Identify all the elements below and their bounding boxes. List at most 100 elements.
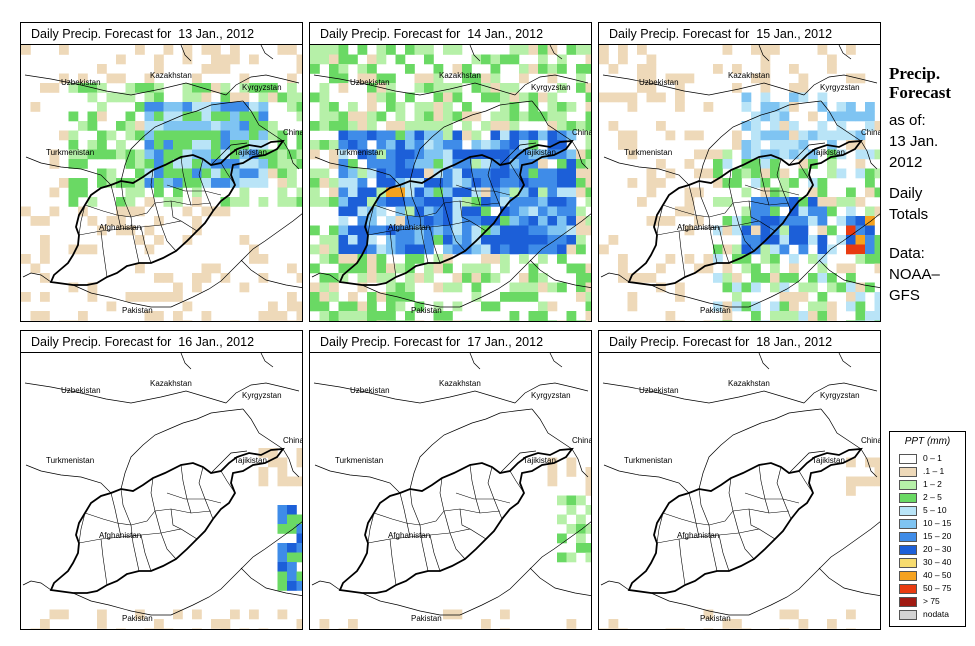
precip-cell xyxy=(154,273,164,283)
precip-cell xyxy=(490,273,501,283)
precip-cell xyxy=(220,273,231,283)
province-border xyxy=(662,204,710,218)
precip-cell xyxy=(538,320,548,321)
precip-cell xyxy=(296,543,302,553)
precip-cell xyxy=(287,178,297,188)
precip-cell xyxy=(471,130,482,141)
precip-cell xyxy=(106,301,117,312)
precip-cell xyxy=(329,197,339,207)
country-label-china: China xyxy=(572,436,592,445)
precip-cell xyxy=(751,149,761,160)
precip-cell xyxy=(182,320,193,321)
precip-cell xyxy=(585,45,591,55)
precip-cell xyxy=(348,178,358,188)
precip-cell xyxy=(618,45,628,55)
province-border xyxy=(758,156,770,206)
precip-cell xyxy=(443,140,453,150)
province-border xyxy=(678,230,686,278)
precip-cell xyxy=(296,448,302,458)
precip-cell xyxy=(116,628,126,629)
precip-cell xyxy=(220,206,231,217)
precip-cell xyxy=(509,216,520,226)
country-border xyxy=(820,100,862,142)
precip-cell xyxy=(547,178,558,188)
precip-cell xyxy=(732,168,742,179)
precip-cell xyxy=(566,130,577,141)
precip-cell xyxy=(395,235,406,245)
precip-cell xyxy=(287,149,297,160)
precip-cell xyxy=(798,235,809,245)
precip-cell xyxy=(357,64,368,74)
precip-cell xyxy=(49,159,60,169)
precip-cell xyxy=(789,206,799,217)
precip-cell xyxy=(741,140,752,150)
precip-cell xyxy=(78,159,88,169)
precip-cell xyxy=(817,225,828,236)
precip-cell xyxy=(452,140,463,150)
province-border xyxy=(399,184,411,230)
country-label-turkmenistan: Turkmenistan xyxy=(624,456,672,465)
precip-cell xyxy=(741,235,752,245)
precip-cell xyxy=(376,197,387,207)
precip-cell xyxy=(116,121,126,131)
precip-cell xyxy=(239,102,250,112)
precip-cell xyxy=(500,140,510,150)
precip-cell xyxy=(741,121,752,131)
precip-cell xyxy=(547,467,558,477)
province-border xyxy=(160,224,177,252)
precip-cell xyxy=(97,619,107,629)
precip-cell xyxy=(722,197,733,207)
precip-cell xyxy=(627,178,638,188)
precip-cell xyxy=(846,301,856,312)
country-label-tajikistan: Tajikistan xyxy=(812,456,845,465)
province-border xyxy=(140,226,152,264)
precip-cell xyxy=(201,130,212,141)
precip-cell xyxy=(405,292,415,302)
precip-cell xyxy=(528,292,539,302)
precip-cell xyxy=(296,102,302,112)
precip-cell xyxy=(319,111,330,122)
precip-cell xyxy=(405,254,415,264)
precip-cell xyxy=(414,140,425,150)
precip-cell xyxy=(40,311,50,321)
precip-cell xyxy=(462,225,472,236)
precip-cell xyxy=(329,282,339,293)
precip-cell xyxy=(500,216,510,226)
precip-cell xyxy=(386,225,396,236)
precip-cell xyxy=(296,54,302,65)
precip-cell xyxy=(21,254,31,264)
precip-cell xyxy=(722,311,733,321)
precip-cell xyxy=(386,216,396,226)
precip-cell xyxy=(770,140,780,150)
precip-cell xyxy=(97,140,107,150)
precip-cell xyxy=(770,244,780,255)
precip-cell xyxy=(760,54,771,65)
precip-cell xyxy=(576,543,586,553)
precip-cell xyxy=(182,111,193,122)
precip-cell xyxy=(576,73,586,84)
precip-cell xyxy=(713,64,723,74)
precip-cell xyxy=(182,140,193,150)
precip-cell xyxy=(296,581,302,591)
precip-cell xyxy=(865,149,875,160)
country-border xyxy=(603,464,690,494)
precip-map: UzbekistanKazakhstanKyrgyzstanTurkmenist… xyxy=(599,45,880,321)
precip-cell xyxy=(192,609,202,620)
precip-cell xyxy=(585,187,591,198)
precip-cell xyxy=(471,54,482,65)
legend-label: 20 – 30 xyxy=(923,544,952,554)
precip-cell xyxy=(566,159,577,169)
precip-cell xyxy=(268,159,278,169)
precip-cell xyxy=(500,178,510,188)
precip-cell xyxy=(154,628,164,629)
precip-cell xyxy=(144,149,155,160)
precip-cell xyxy=(443,102,453,112)
precip-cell xyxy=(296,533,302,544)
precip-cell xyxy=(287,197,297,207)
precip-cell xyxy=(557,235,567,245)
precip-cell xyxy=(770,111,780,122)
precip-cell xyxy=(348,206,358,217)
country-border xyxy=(242,100,284,142)
country-label-kyrgyzstan: Kyrgyzstan xyxy=(820,83,860,92)
precip-cell xyxy=(547,121,558,131)
